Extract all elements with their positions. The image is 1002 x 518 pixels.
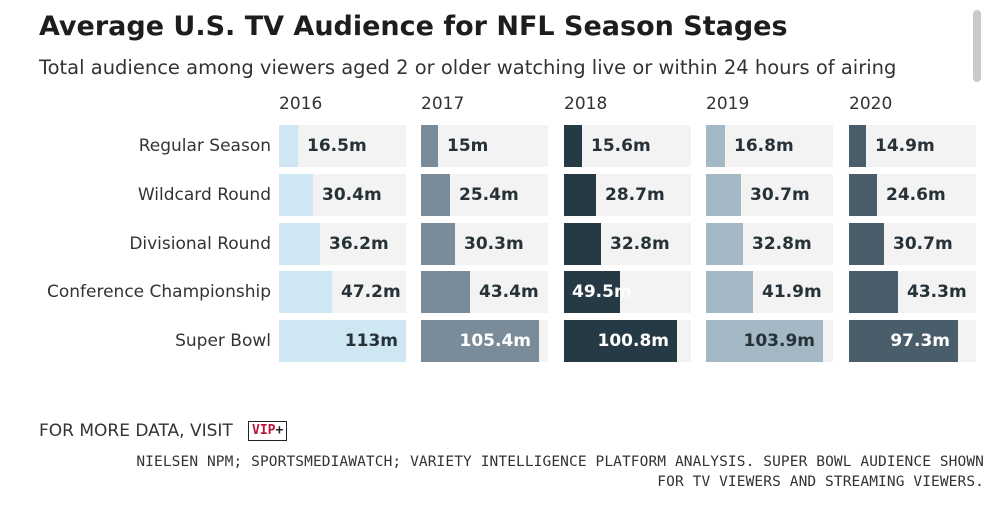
- scrollbar-thumb[interactable]: [973, 10, 981, 82]
- vip-label: VIP: [252, 423, 276, 438]
- bar-2020-2: [849, 223, 884, 265]
- value-label: 30.4m: [322, 185, 382, 205]
- bar-2019-3: [706, 271, 753, 313]
- value-label: 16.5m: [307, 136, 367, 156]
- bar-2017-0: [421, 125, 438, 167]
- value-label: 30.7m: [893, 234, 953, 254]
- more-data-text: FOR MORE DATA, VISIT: [39, 421, 233, 441]
- bar-track: 16.8m: [706, 125, 833, 167]
- source-line-1: NIELSEN NPM; SPORTSMEDIAWATCH; VARIETY I…: [136, 454, 984, 470]
- value-label: 32.8m: [752, 234, 812, 254]
- bar-track: 15.6m: [564, 125, 691, 167]
- value-label: 15m: [447, 136, 489, 156]
- bar-track: 16.5m: [279, 125, 406, 167]
- value-label: 103.9m: [743, 331, 816, 351]
- bar-2017-4: [421, 320, 539, 362]
- bar-track: 24.6m: [849, 174, 976, 216]
- bar-2018-4: [564, 320, 677, 362]
- vip-plus-sign: +: [275, 423, 284, 438]
- bar-2016-1: [279, 174, 313, 216]
- bar-track: 105.4m: [421, 320, 548, 362]
- chart-subtitle: Total audience among viewers aged 2 or o…: [39, 56, 897, 79]
- chart-title: Average U.S. TV Audience for NFL Season …: [39, 11, 788, 42]
- value-label: 28.7m: [605, 185, 665, 205]
- bar-track: 103.9m: [706, 320, 833, 362]
- bar-2016-4: [279, 320, 406, 362]
- row-label-divisional-round: Divisional Round: [129, 234, 271, 254]
- value-label: 30.3m: [464, 234, 524, 254]
- source-line-2: FOR TV VIEWERS AND STREAMING VIEWERS.: [657, 474, 984, 490]
- year-header-2020: 2020: [849, 94, 893, 114]
- value-label: 49.5m: [572, 282, 632, 302]
- source-note: NIELSEN NPM; SPORTSMEDIAWATCH; VARIETY I…: [24, 452, 984, 492]
- value-label: 113m: [344, 331, 398, 351]
- bar-track: 30.7m: [706, 174, 833, 216]
- row-label-conference-championship: Conference Championship: [46, 282, 271, 302]
- bar-2020-4: [849, 320, 958, 362]
- value-label: 43.4m: [479, 282, 539, 302]
- bar-track: 49.5m: [564, 271, 691, 313]
- bar-2019-1: [706, 174, 741, 216]
- value-label: 100.8m: [597, 331, 670, 351]
- bar-track: 28.7m: [564, 174, 691, 216]
- bar-track: 47.2m: [279, 271, 406, 313]
- bar-2016-2: [279, 223, 320, 265]
- bar-2017-1: [421, 174, 450, 216]
- bar-2018-3: [564, 271, 620, 313]
- bar-2017-2: [421, 223, 455, 265]
- year-header-2017: 2017: [421, 94, 465, 114]
- year-header-2019: 2019: [706, 94, 750, 114]
- bar-2018-0: [564, 125, 582, 167]
- bar-track: 15m: [421, 125, 548, 167]
- bar-2019-4: [706, 320, 823, 362]
- value-label: 97.3m: [890, 331, 950, 351]
- value-label: 36.2m: [329, 234, 389, 254]
- bar-2020-3: [849, 271, 898, 313]
- bar-track: 30.7m: [849, 223, 976, 265]
- bar-track: 113m: [279, 320, 406, 362]
- bar-2020-0: [849, 125, 866, 167]
- row-label-regular-season: Regular Season: [138, 136, 271, 156]
- bar-2018-1: [564, 174, 596, 216]
- bar-2016-0: [279, 125, 298, 167]
- row-label-super-bowl: Super Bowl: [175, 331, 271, 351]
- bar-2019-0: [706, 125, 725, 167]
- bar-track: 30.4m: [279, 174, 406, 216]
- value-label: 16.8m: [734, 136, 794, 156]
- bar-track: 32.8m: [706, 223, 833, 265]
- bar-2020-1: [849, 174, 877, 216]
- vip-plus-link[interactable]: VIP+: [248, 421, 288, 441]
- bar-track: 30.3m: [421, 223, 548, 265]
- bar-2016-3: [279, 271, 332, 313]
- value-label: 43.3m: [907, 282, 967, 302]
- value-label: 30.7m: [750, 185, 810, 205]
- bar-2017-3: [421, 271, 470, 313]
- bar-track: 41.9m: [706, 271, 833, 313]
- bar-2019-2: [706, 223, 743, 265]
- year-header-2018: 2018: [564, 94, 608, 114]
- bar-track: 36.2m: [279, 223, 406, 265]
- value-label: 41.9m: [762, 282, 822, 302]
- value-label: 14.9m: [875, 136, 935, 156]
- value-label: 15.6m: [591, 136, 651, 156]
- year-header-2016: 2016: [279, 94, 323, 114]
- bar-track: 32.8m: [564, 223, 691, 265]
- bar-track: 97.3m: [849, 320, 976, 362]
- bar-2018-2: [564, 223, 601, 265]
- value-label: 32.8m: [610, 234, 670, 254]
- value-label: 105.4m: [459, 331, 532, 351]
- value-label: 47.2m: [341, 282, 401, 302]
- bar-track: 25.4m: [421, 174, 548, 216]
- bar-track: 43.3m: [849, 271, 976, 313]
- bar-track: 100.8m: [564, 320, 691, 362]
- bar-track: 43.4m: [421, 271, 548, 313]
- value-label: 24.6m: [886, 185, 946, 205]
- bar-track: 14.9m: [849, 125, 976, 167]
- row-label-wildcard-round: Wildcard Round: [137, 185, 271, 205]
- value-label: 25.4m: [459, 185, 519, 205]
